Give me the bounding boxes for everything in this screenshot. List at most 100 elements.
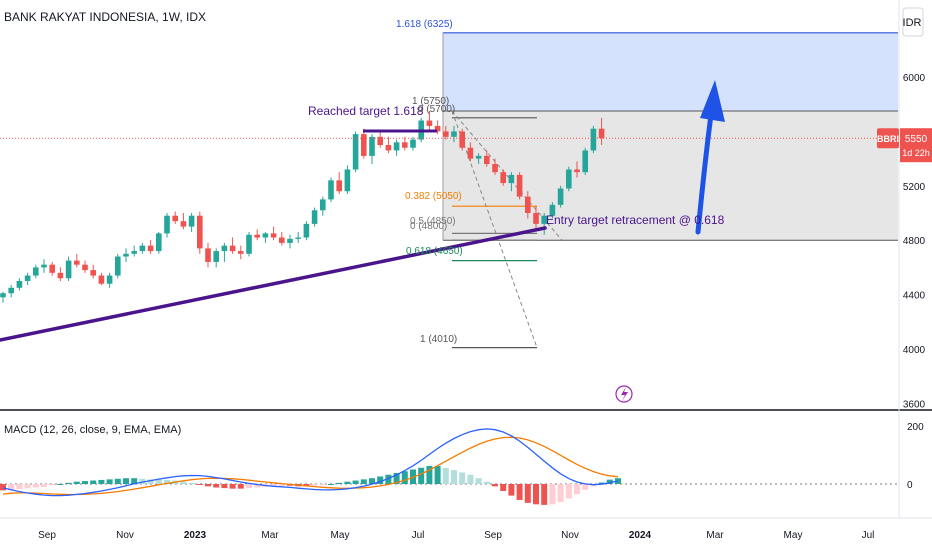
symbol-badge	[877, 128, 899, 149]
candle-body	[41, 264, 47, 268]
macd-hist-bar	[98, 479, 105, 484]
candle-body	[336, 180, 342, 192]
candle-body	[65, 260, 72, 279]
macd-hist-bar	[131, 478, 138, 484]
macd-hist-bar	[114, 478, 121, 484]
fib-label-0-5700: 0 (5700)	[418, 104, 455, 115]
candle-body	[33, 267, 39, 276]
macd-hist-bar	[352, 480, 359, 484]
fib-target-zone	[443, 32, 898, 111]
candle-body	[74, 260, 80, 265]
macd-hist-bar	[90, 480, 97, 484]
currency-box[interactable]	[902, 7, 924, 37]
macd-hist-bar	[533, 484, 539, 505]
candle-body	[238, 251, 244, 254]
time-tick-label: May	[784, 530, 803, 541]
macd-hist-bar	[221, 484, 228, 489]
fib-label-1-4010: 1 (4010)	[420, 334, 457, 345]
candle-body	[8, 287, 14, 294]
macd-hist-bar	[303, 484, 310, 487]
time-tick-label: Sep	[38, 530, 56, 541]
candle-body	[262, 233, 269, 238]
macd-hist-bar	[180, 481, 187, 484]
macd-hist-bar	[139, 478, 146, 484]
macd-hist-bar	[582, 484, 589, 490]
candle-body	[402, 142, 408, 148]
macd-hist-bar	[270, 484, 277, 487]
time-tick-label: Nov	[116, 530, 134, 541]
candle-body	[385, 145, 392, 151]
macd-hist-bar	[459, 472, 466, 484]
macd-hist-bar	[434, 466, 441, 484]
price-tick-label: 6000	[903, 73, 926, 84]
candle-body	[434, 125, 441, 132]
candle-body	[377, 136, 383, 145]
macd-hist-bar	[557, 484, 564, 502]
macd-hist-bar	[344, 481, 351, 484]
fib-label-1-5750: 1 (5750)	[412, 96, 449, 107]
candle-body	[484, 155, 490, 165]
macd-hist-bar	[508, 484, 515, 496]
time-tick-label: Sep	[484, 530, 502, 541]
candle-body	[557, 188, 564, 205]
candle-body	[574, 169, 580, 173]
candle-body	[352, 134, 359, 170]
time-tick-label: Jul	[412, 530, 425, 541]
macd-hist-bar	[57, 484, 64, 485]
macd-hist-bar	[598, 482, 605, 484]
fib-label-382: 0.382 (5050)	[405, 191, 462, 202]
macd-hist-bar	[147, 479, 154, 484]
candle-body	[188, 215, 195, 227]
candle-body	[393, 142, 400, 151]
fib-label-618: 0.618 (4650)	[406, 246, 463, 257]
candle-body	[139, 245, 146, 252]
candle-body	[295, 237, 301, 239]
candle-body	[172, 215, 178, 222]
macd-hist-bar	[155, 479, 162, 484]
candle-body	[254, 234, 260, 238]
macd-hist-bar	[483, 481, 490, 484]
candle-body	[426, 120, 433, 126]
candle-body	[582, 150, 588, 173]
candle-body	[49, 264, 55, 273]
macd-hist-bar	[492, 484, 498, 487]
candle-body	[361, 134, 367, 156]
candle-body	[279, 237, 285, 243]
macd-hist-bar	[393, 472, 400, 484]
candle-body	[598, 128, 605, 139]
macd-hist-bar	[328, 484, 334, 485]
macd-hist-bar	[401, 471, 408, 484]
candle-body	[123, 253, 129, 257]
macd-hist-bar	[442, 468, 449, 484]
price-badge-countdown: 1d 22h	[902, 148, 930, 158]
candle-body	[590, 128, 597, 151]
time-tick-label: May	[331, 530, 350, 541]
candle-body	[541, 215, 547, 224]
candle-body	[164, 215, 170, 234]
candle-body	[57, 272, 64, 279]
price-tick-label: 5200	[903, 182, 926, 193]
time-tick-label: Mar	[261, 530, 279, 541]
candle-body	[311, 210, 318, 224]
macd-hist-bar	[82, 481, 88, 484]
macd-hist-bar	[32, 484, 39, 488]
macd-hist-bar	[516, 484, 523, 500]
macd-hist-bar	[360, 479, 367, 484]
price-tick-label: 4400	[903, 291, 926, 302]
macd-tick-label: 0	[907, 480, 913, 491]
candle-body	[0, 293, 6, 298]
candle-body	[451, 131, 457, 137]
candle-body	[24, 275, 31, 281]
candle-body	[525, 196, 531, 213]
time-tick-label: 2023	[184, 530, 207, 541]
candle-body	[205, 248, 211, 262]
time-tick-label: Jul	[862, 530, 875, 541]
candle-body	[410, 139, 416, 148]
macd-hist-bar	[229, 484, 236, 489]
macd-hist-bar	[475, 478, 482, 484]
macd-hist-bar	[369, 478, 375, 484]
candle-body	[229, 245, 236, 252]
chart-title: BANK RAKYAT INDONESIA, 1W, IDX	[4, 10, 206, 24]
macd-line	[2, 428, 619, 497]
